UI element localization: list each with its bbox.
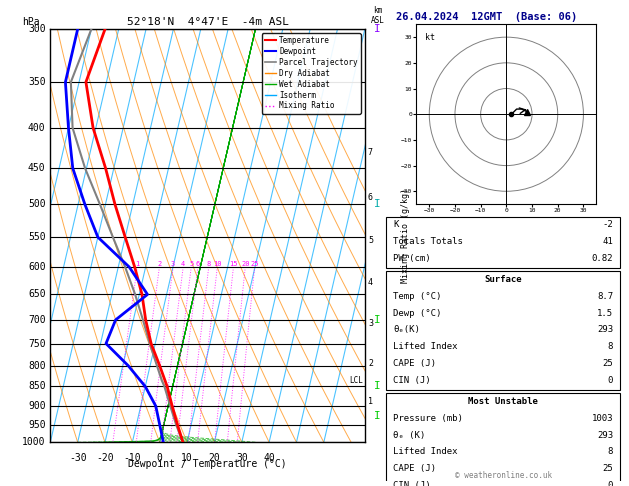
Text: 0.82: 0.82 — [592, 254, 613, 263]
Text: 650: 650 — [28, 290, 46, 299]
Text: 3: 3 — [368, 319, 373, 328]
Text: 5: 5 — [189, 261, 193, 267]
Text: 0: 0 — [608, 481, 613, 486]
Text: 4: 4 — [181, 261, 186, 267]
Text: 300: 300 — [28, 24, 46, 34]
Text: 850: 850 — [28, 382, 46, 392]
Text: LCL: LCL — [350, 376, 364, 385]
Text: 25: 25 — [603, 464, 613, 473]
Text: 41: 41 — [603, 237, 613, 246]
Text: 1003: 1003 — [592, 414, 613, 423]
Text: Temp (°C): Temp (°C) — [393, 292, 442, 301]
Text: 25: 25 — [603, 359, 613, 368]
Text: CAPE (J): CAPE (J) — [393, 359, 437, 368]
Text: hPa: hPa — [22, 17, 40, 27]
Text: km
ASL: km ASL — [370, 6, 384, 25]
Text: 5: 5 — [368, 236, 373, 245]
Text: PW (cm): PW (cm) — [393, 254, 431, 263]
Text: 350: 350 — [28, 77, 46, 87]
Text: Mixing Ratio (g/kg): Mixing Ratio (g/kg) — [401, 188, 410, 283]
Text: 2: 2 — [368, 359, 373, 368]
Text: 2: 2 — [157, 261, 162, 267]
Text: 800: 800 — [28, 361, 46, 371]
Text: θₑ(K): θₑ(K) — [393, 326, 420, 334]
Text: I: I — [374, 382, 381, 392]
Text: 3: 3 — [171, 261, 175, 267]
Text: 8: 8 — [608, 342, 613, 351]
Text: 40: 40 — [263, 452, 275, 463]
Text: 450: 450 — [28, 163, 46, 174]
Text: kt: kt — [425, 33, 435, 42]
Text: I: I — [374, 199, 381, 209]
Text: 10: 10 — [181, 452, 193, 463]
Text: Lifted Index: Lifted Index — [393, 448, 458, 456]
Text: 8: 8 — [206, 261, 211, 267]
Text: -2: -2 — [603, 221, 613, 229]
Text: CIN (J): CIN (J) — [393, 481, 431, 486]
Text: 293: 293 — [597, 326, 613, 334]
Text: 30: 30 — [236, 452, 248, 463]
Text: 900: 900 — [28, 401, 46, 411]
Text: 600: 600 — [28, 262, 46, 272]
Text: θₑ (K): θₑ (K) — [393, 431, 425, 439]
Text: Surface: Surface — [484, 275, 522, 284]
Text: 0: 0 — [608, 376, 613, 385]
Text: 8.7: 8.7 — [597, 292, 613, 301]
Text: 1: 1 — [135, 261, 140, 267]
Text: 400: 400 — [28, 123, 46, 133]
Text: 700: 700 — [28, 315, 46, 325]
Text: 20: 20 — [241, 261, 250, 267]
Text: 6: 6 — [196, 261, 200, 267]
Text: 950: 950 — [28, 419, 46, 430]
Legend: Temperature, Dewpoint, Parcel Trajectory, Dry Adiabat, Wet Adiabat, Isotherm, Mi: Temperature, Dewpoint, Parcel Trajectory… — [262, 33, 361, 114]
X-axis label: Dewpoint / Temperature (°C): Dewpoint / Temperature (°C) — [128, 459, 287, 469]
Text: 1: 1 — [368, 397, 373, 406]
Text: Most Unstable: Most Unstable — [468, 397, 538, 406]
Text: Lifted Index: Lifted Index — [393, 342, 458, 351]
Title: 52°18'N  4°47'E  -4m ASL: 52°18'N 4°47'E -4m ASL — [126, 17, 289, 27]
Text: 10: 10 — [213, 261, 221, 267]
Text: I: I — [374, 411, 381, 420]
Text: -10: -10 — [123, 452, 141, 463]
Text: -20: -20 — [96, 452, 114, 463]
Text: 750: 750 — [28, 339, 46, 348]
Text: Totals Totals: Totals Totals — [393, 237, 463, 246]
Text: 15: 15 — [229, 261, 238, 267]
Text: 8: 8 — [608, 448, 613, 456]
Text: 550: 550 — [28, 232, 46, 242]
Text: 20: 20 — [209, 452, 220, 463]
Text: Pressure (mb): Pressure (mb) — [393, 414, 463, 423]
Text: 26.04.2024  12GMT  (Base: 06): 26.04.2024 12GMT (Base: 06) — [396, 12, 577, 22]
Text: 500: 500 — [28, 199, 46, 209]
Text: -30: -30 — [69, 452, 86, 463]
Text: 6: 6 — [368, 193, 373, 202]
Text: Dewp (°C): Dewp (°C) — [393, 309, 442, 318]
Text: I: I — [374, 315, 381, 325]
Text: CIN (J): CIN (J) — [393, 376, 431, 385]
Text: 7: 7 — [368, 148, 373, 157]
Text: 1000: 1000 — [22, 437, 46, 447]
Text: 25: 25 — [250, 261, 259, 267]
Text: 4: 4 — [368, 278, 373, 287]
Text: 293: 293 — [597, 431, 613, 439]
Text: K: K — [393, 221, 399, 229]
Text: I: I — [374, 24, 381, 34]
Text: CAPE (J): CAPE (J) — [393, 464, 437, 473]
Text: 0: 0 — [157, 452, 163, 463]
Text: 1.5: 1.5 — [597, 309, 613, 318]
Text: © weatheronline.co.uk: © weatheronline.co.uk — [455, 471, 552, 480]
